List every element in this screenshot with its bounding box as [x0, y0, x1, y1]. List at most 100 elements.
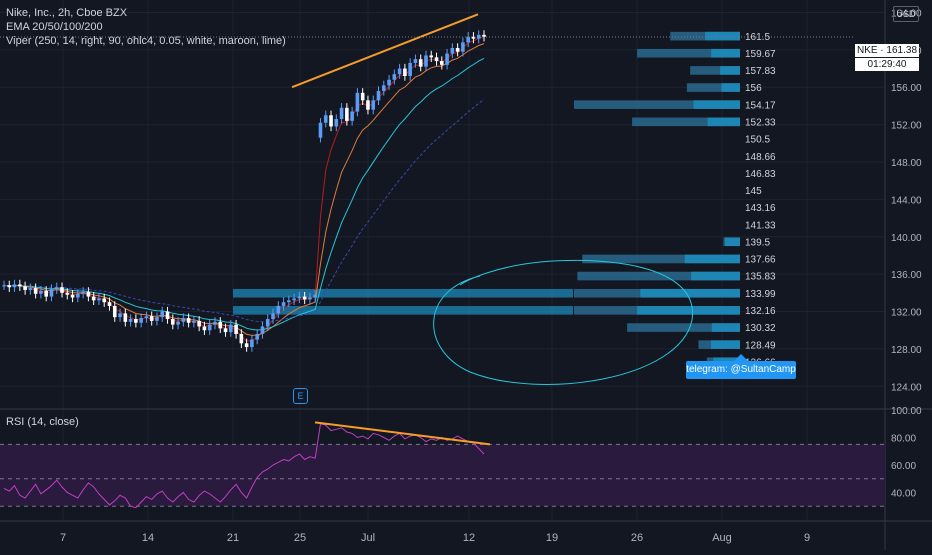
price-tick-144: 144.00 [891, 195, 922, 206]
candle-body-44 [234, 324, 238, 334]
candle-body-24 [128, 319, 133, 322]
vp-level-label-17: 130.32 [745, 323, 776, 334]
price-tick-156: 156.00 [891, 83, 922, 94]
ema-line-100 [3, 57, 485, 331]
price-tick-140: 140.00 [891, 233, 922, 244]
legend-ema: EMA 20/50/100/200 [6, 21, 103, 33]
candle-body-76 [403, 68, 407, 77]
vp-level-label-2: 157.83 [745, 66, 776, 77]
candle-body-79 [418, 59, 423, 67]
vp-level-label-15: 133.99 [745, 289, 776, 300]
time-tick-3: 25 [294, 532, 306, 544]
time-tick-4: Jul [361, 532, 375, 544]
candle-body-4 [23, 286, 27, 291]
candle-body-52 [276, 305, 281, 314]
candle-body-69 [366, 100, 370, 110]
vp-extend-1 [233, 306, 573, 315]
vp-buy-bar-3 [721, 83, 740, 92]
candle-body-21 [112, 305, 117, 318]
candle-body-66 [350, 111, 354, 121]
candle-body-91 [482, 34, 486, 37]
rsi-axis: 40.00 60.00 80.00 100.00 [891, 406, 922, 500]
currency-button[interactable]: USD [893, 6, 919, 22]
candle-body-61 [323, 115, 328, 123]
time-tick-0: 7 [60, 532, 66, 544]
candle-body-26 [139, 318, 143, 323]
vp-level-label-13: 137.66 [745, 255, 776, 266]
time-tick-1: 14 [142, 532, 154, 544]
candle-body-11 [60, 287, 64, 293]
candle-body-6 [33, 288, 38, 294]
candle-body-3 [18, 284, 22, 287]
vp-level-label-5: 152.33 [745, 118, 776, 129]
candle-body-8 [44, 290, 48, 297]
candle-body-83 [440, 61, 444, 65]
candle-body-9 [49, 289, 54, 297]
vp-buy-bar-0 [705, 31, 740, 41]
time-tick-8: Aug [712, 532, 732, 544]
annotation-arrow [734, 354, 748, 361]
candle-body-48 [255, 333, 259, 340]
candle-body-80 [424, 55, 428, 67]
candle-body-84 [445, 53, 449, 65]
candle-body-73 [387, 79, 391, 86]
vp-bar-3 [686, 83, 740, 92]
candle-body-51 [271, 313, 275, 320]
last-price-tag: NKE · 161.38 [855, 44, 919, 57]
candle-body-16 [86, 291, 91, 297]
candle-body-72 [381, 85, 386, 91]
vp-level-label-10: 143.16 [745, 203, 776, 214]
volume-profile: 161.5 159.67 157.83 156 154.17 152.33 150.5 148… [233, 31, 776, 368]
vp-level-label-12: 139.5 [745, 237, 770, 248]
vp-level-label-1: 159.67 [745, 49, 776, 60]
earnings-badge[interactable]: E [293, 388, 308, 404]
vp-level-label-11: 141.33 [745, 220, 776, 231]
candle-body-75 [397, 68, 402, 75]
candle-body-30 [160, 311, 165, 318]
candle-body-56 [297, 296, 302, 299]
vp-buy-bar-15 [640, 288, 740, 298]
candle-body-77 [408, 62, 412, 77]
candle-body-88 [466, 36, 470, 43]
vp-level-label-7: 148.66 [745, 152, 776, 163]
candle-body-47 [250, 339, 254, 348]
vp-buy-bar-2 [720, 66, 740, 75]
price-tick-152: 152.00 [891, 121, 922, 132]
candle-body-15 [81, 291, 85, 294]
rsi-tick-60: 60.00 [891, 461, 916, 472]
legend-title: Nike, Inc., 2h, Cboe BZX [6, 7, 128, 19]
rsi-trendline [314, 421, 491, 446]
candle-body-64 [339, 107, 344, 120]
candle-body-20 [107, 302, 112, 306]
candle-body-89 [471, 36, 476, 39]
chart-legend: Nike, Inc., 2h, Cboe BZX EMA 20/50/100/2… [6, 6, 286, 48]
candles [2, 30, 486, 352]
candle-body-50 [265, 319, 270, 327]
candle-body-49 [260, 326, 265, 334]
grid-lines [0, 0, 885, 520]
price-trendline [291, 13, 479, 89]
vp-buy-bar-13 [684, 254, 740, 264]
candle-body-32 [170, 319, 175, 325]
rsi-tick-40: 40.00 [891, 489, 916, 500]
vp-buy-bar-12 [725, 237, 740, 247]
candle-body-57 [302, 296, 307, 300]
candle-body-5 [28, 288, 33, 291]
candle-body-29 [155, 317, 159, 321]
candle-body-1 [7, 285, 12, 288]
candle-body-17 [91, 296, 96, 301]
vp-bar-14 [577, 271, 740, 281]
candle-body-0 [2, 285, 6, 287]
candle-body-59 [313, 294, 318, 298]
candle-body-86 [455, 47, 460, 52]
candle-body-22 [118, 313, 122, 318]
candle-body-13 [70, 294, 75, 298]
candle-body-54 [287, 300, 291, 303]
candle-body-58 [308, 297, 312, 300]
candle-body-31 [165, 311, 170, 320]
vp-level-label-3: 156 [745, 83, 762, 94]
candle-body-60 [318, 122, 323, 138]
time-tick-7: 26 [631, 532, 643, 544]
telegram-annotation[interactable]: telegram: @SultanCamp [686, 361, 796, 379]
candle-body-90 [476, 34, 481, 39]
